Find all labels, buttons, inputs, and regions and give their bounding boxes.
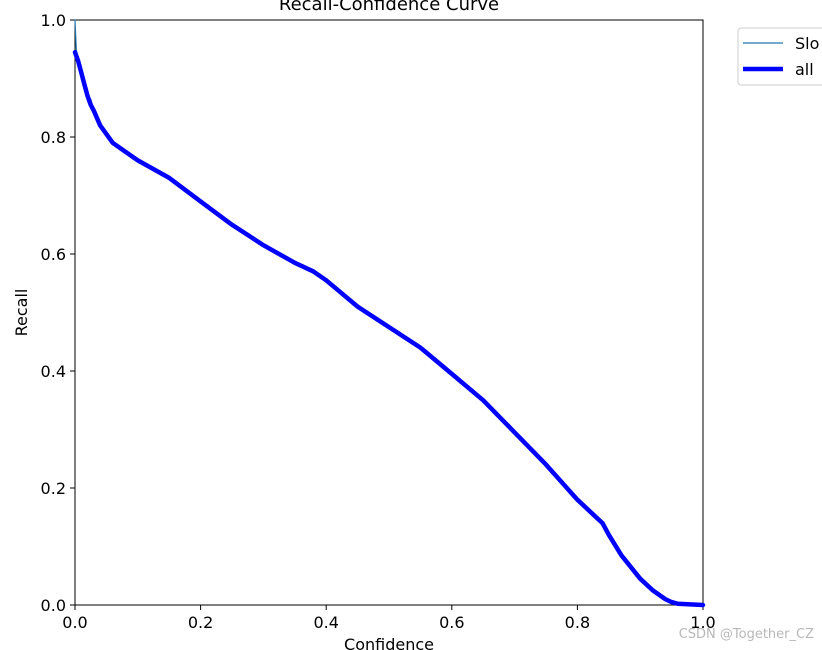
y-tick-label: 0.8	[41, 128, 66, 147]
watermark: CSDN @Together_CZ	[678, 627, 814, 642]
x-tick-label: 0.6	[439, 613, 464, 632]
axis-ticks: 0.0 0.2 0.4 0.6 0.8 1.0 0.0 0.2 0.4 0.6 0.8 1.0	[41, 11, 716, 632]
chart-title: Recall-Confidence Curve	[279, 0, 499, 15]
y-tick-label: 0.6	[41, 245, 66, 264]
y-tick-label: 0.2	[41, 479, 66, 498]
y-tick-label: 1.0	[41, 11, 66, 30]
legend: Slo all	[737, 27, 822, 86]
x-tick-label: 0.0	[62, 613, 87, 632]
y-tick-label: 0.0	[41, 596, 66, 615]
legend-label-all: all	[795, 60, 814, 79]
x-axis-label: Confidence	[344, 635, 434, 650]
x-tick-label: 0.4	[313, 613, 338, 632]
series-line-slo	[74, 19, 704, 606]
legend-label-slo: Slo	[795, 34, 819, 53]
series-layer	[72, 19, 706, 608]
y-tick-label: 0.4	[41, 362, 66, 381]
x-tick-label: 0.2	[188, 613, 213, 632]
x-tick-label: 1.0	[690, 613, 715, 632]
plot-frame	[74, 19, 704, 606]
x-tick-label: 0.8	[565, 613, 590, 632]
y-axis-label: Recall	[12, 289, 31, 337]
series-line-all	[72, 49, 706, 608]
